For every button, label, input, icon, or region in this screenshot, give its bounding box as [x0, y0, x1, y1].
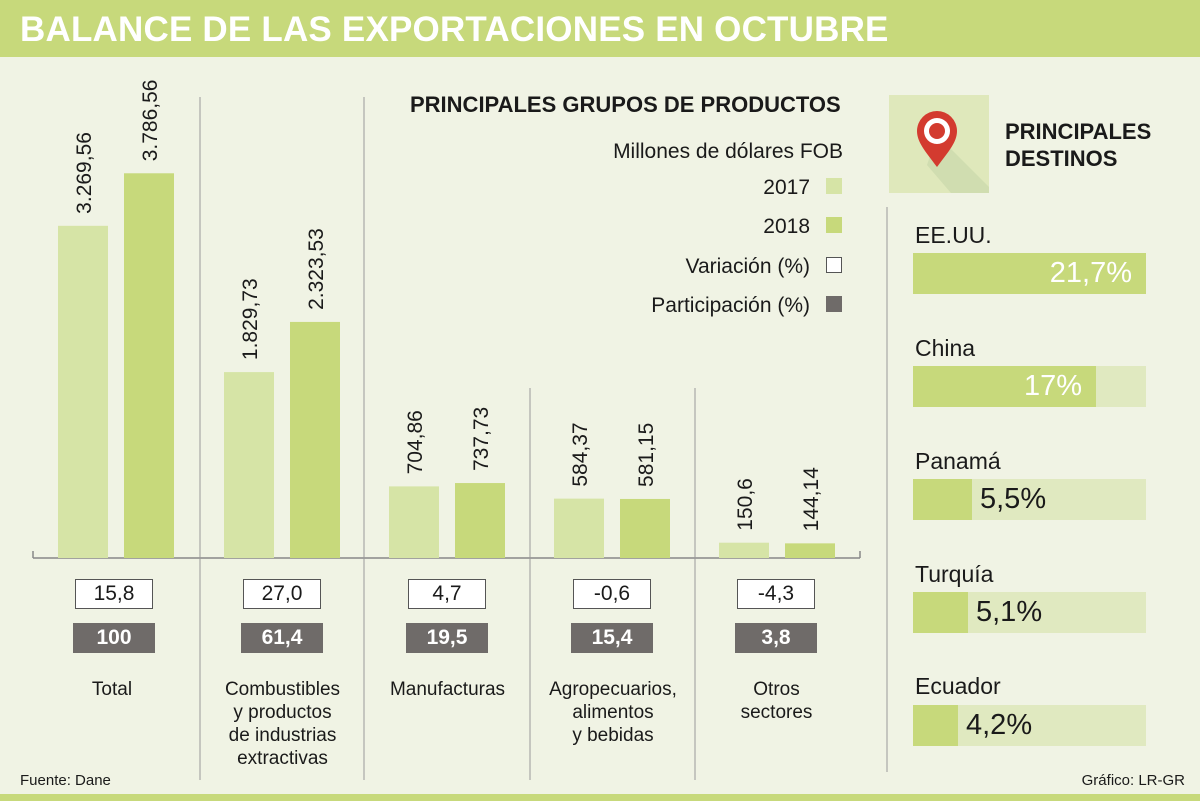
destino-value: 21,7%	[1049, 257, 1132, 289]
bar-value-label: 150,6	[734, 478, 757, 531]
participacion-box: 61,4	[241, 623, 323, 653]
destino-bar	[913, 705, 958, 746]
category-label-line: Agropecuarios,	[549, 679, 677, 700]
bar-value-label: 584,37	[569, 422, 592, 486]
variacion-box: 4,7	[408, 579, 486, 609]
legend-label-participacion: Participación (%)	[651, 294, 810, 317]
destino-bar	[913, 479, 972, 520]
bar-value-label: 3.269,56	[73, 132, 96, 214]
map-pin-icon	[917, 111, 989, 193]
legend-label-2017: 2017	[763, 176, 810, 199]
destinos-heading-line: PRINCIPALES	[1005, 119, 1152, 144]
destino-name: Ecuador	[915, 673, 1001, 699]
destino-value: 5,1%	[976, 596, 1043, 628]
destino-name: China	[915, 335, 976, 361]
destino-bar-bg: 17%	[913, 366, 1146, 407]
bar-value-label: 1.829,73	[239, 278, 262, 360]
bar-value-label: 2.323,53	[305, 228, 328, 310]
destino-name: Panamá	[915, 448, 1001, 474]
bar-value-label: 3.786,56	[139, 80, 162, 162]
category-label-line: y productos	[233, 702, 332, 723]
footer-bar	[0, 794, 1200, 801]
destino-bar-bg: 21,7%	[913, 253, 1146, 294]
category-label-line: Total	[91, 679, 133, 700]
source-note: Fuente: Dane	[20, 772, 111, 789]
bar-2018	[290, 321, 340, 558]
legend-unit: Millones de dólares FOB	[613, 140, 843, 163]
bar-2017	[554, 498, 604, 558]
category-label-line: Combustibles	[224, 679, 341, 700]
category-label-total: Total	[52, 678, 172, 701]
bar-2018	[785, 543, 835, 558]
destino-bar-bg: 4,2%	[913, 705, 1146, 746]
participacion-box: 19,5	[406, 623, 488, 653]
legend-label-2018: 2018	[763, 215, 810, 238]
destino-name: Turquía	[915, 561, 994, 587]
bar-2017	[224, 372, 274, 558]
category-label-line: de industrias	[228, 725, 337, 746]
variacion-box: -0,6	[573, 579, 651, 609]
category-label-line: y bebidas	[572, 725, 654, 746]
bar-2018	[124, 173, 174, 558]
legend-swatch-participacion	[826, 296, 842, 312]
destinos-icon-box	[889, 95, 989, 193]
variacion-box: 27,0	[243, 579, 321, 609]
destino-name: EE.UU.	[915, 222, 992, 248]
bar-2017	[58, 225, 108, 559]
category-label-line: alimentos	[572, 702, 654, 723]
bar-2017	[719, 542, 769, 558]
category-label-combustibles: Combustibles y productos de industrias e…	[220, 678, 345, 770]
legend-swatch-2018	[826, 217, 842, 233]
destinos-heading-line: DESTINOS	[1005, 146, 1118, 171]
bar-value-label: 737,73	[470, 407, 493, 471]
bar-2018	[455, 483, 505, 558]
participacion-box: 100	[73, 623, 155, 653]
bar-value-label: 581,15	[635, 423, 658, 487]
bar-2017	[389, 486, 439, 558]
category-label-otros: Otros sectores	[714, 678, 839, 724]
category-label-line: Otros	[753, 679, 800, 700]
credit-note: Gráfico: LR-GR	[1081, 772, 1185, 789]
legend-heading: PRINCIPALES GRUPOS DE PRODUCTOS	[410, 92, 841, 117]
category-label-line: sectores	[740, 702, 813, 723]
page-title: BALANCE DE LAS EXPORTACIONES EN OCTUBRE	[20, 10, 889, 49]
category-label-line: Manufacturas	[389, 679, 506, 700]
bar-value-label: 144,14	[800, 467, 823, 532]
destino-bar	[913, 366, 1096, 407]
destino-bar-bg: 5,1%	[913, 592, 1146, 633]
participacion-box: 3,8	[735, 623, 817, 653]
destino-bar	[913, 253, 1146, 294]
header-bar: BALANCE DE LAS EXPORTACIONES EN OCTUBRE	[0, 0, 1200, 57]
legend-swatch-variacion	[826, 257, 842, 273]
destino-bar	[913, 592, 968, 633]
variacion-box: -4,3	[737, 579, 815, 609]
destinos-heading: PRINCIPALES DESTINOS	[1005, 118, 1151, 172]
destino-value: 17%	[1023, 370, 1082, 402]
participacion-box: 15,4	[571, 623, 653, 653]
destino-value: 4,2%	[966, 709, 1033, 741]
legend-swatch-2017	[826, 178, 842, 194]
bar-value-label: 704,86	[404, 410, 427, 474]
legend-label-variacion: Variación (%)	[685, 255, 810, 278]
category-label-line: extractivas	[237, 748, 328, 769]
destino-bar-bg: 5,5%	[913, 479, 1146, 520]
category-label-manufacturas: Manufacturas	[385, 678, 510, 701]
category-label-agropecuarios: Agropecuarios, alimentos y bebidas	[548, 678, 678, 747]
bar-2018	[620, 498, 670, 558]
destino-value: 5,5%	[980, 483, 1047, 515]
variacion-box: 15,8	[75, 579, 153, 609]
